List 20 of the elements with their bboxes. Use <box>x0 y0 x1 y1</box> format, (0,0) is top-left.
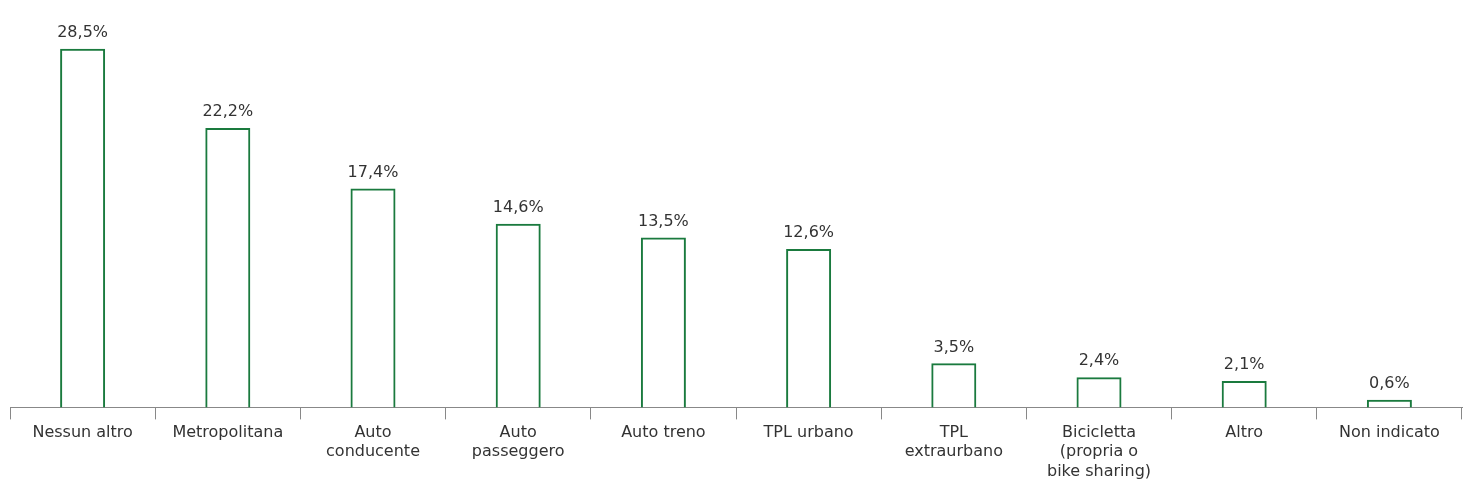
data-label: 12,6% <box>783 222 835 242</box>
x-tick-label: TPL extraurbano <box>904 422 1003 461</box>
data-label: 13,5% <box>637 210 689 230</box>
x-tick-label: Bicicletta (propria o bike sharing) <box>1046 422 1152 480</box>
x-tick-label: Altro <box>1225 422 1264 442</box>
x-tick-label: Nessun altro <box>32 422 133 442</box>
data-label: 28,5% <box>57 22 109 42</box>
x-tick-label: TPL urbano <box>762 422 854 442</box>
x-tick-label: Auto conducente <box>326 422 420 461</box>
data-label: 2,4% <box>1078 350 1120 370</box>
data-label: 3,5% <box>933 336 975 356</box>
data-label: 2,1% <box>1223 354 1265 374</box>
data-label: 17,4% <box>347 161 399 181</box>
x-tick-label: Non indicato <box>1338 422 1440 442</box>
x-tick-label: Auto passeggero <box>471 422 565 461</box>
data-label: 22,2% <box>202 101 254 121</box>
x-tick-label: Auto treno <box>621 422 706 442</box>
data-label: 14,6% <box>492 196 544 216</box>
x-tick-label: Metropolitana <box>172 422 284 442</box>
data-label: 0,6% <box>1369 373 1410 393</box>
